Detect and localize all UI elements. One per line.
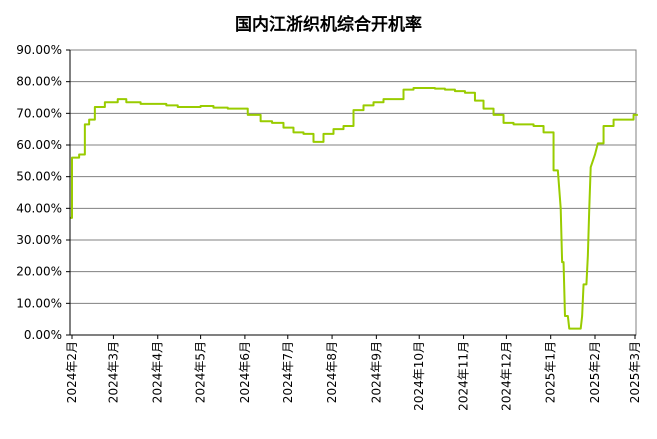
y-tick-label: 10.00%: [16, 296, 62, 310]
x-tick-label: 2024年6月: [238, 341, 252, 403]
x-tick-label: 2024年3月: [106, 341, 120, 403]
x-tick-label: 2025年2月: [588, 341, 602, 403]
plot-frame: [69, 49, 637, 336]
y-tick-label: 0.00%: [24, 328, 62, 342]
y-tick-label: 60.00%: [16, 138, 62, 152]
x-tick-label: 2024年8月: [325, 341, 339, 403]
x-tick-label: 2025年3月: [628, 341, 642, 403]
y-tick-label: 30.00%: [16, 233, 62, 247]
y-tick-label: 50.00%: [16, 170, 62, 184]
x-tick-label: 2024年4月: [151, 341, 165, 403]
y-tick-label: 20.00%: [16, 265, 62, 279]
x-tick-label: 2024年7月: [281, 341, 295, 403]
x-tick-label: 2025年1月: [544, 341, 558, 403]
x-tick-label: 2024年5月: [194, 341, 208, 403]
chart-title: 国内江浙织机综合开机率: [235, 15, 422, 35]
x-tick-label: 2024年10月: [412, 341, 426, 411]
y-tick-label: 40.00%: [16, 201, 62, 215]
series-line: [70, 87, 638, 330]
y-tick-label: 90.00%: [16, 43, 62, 57]
x-tick-label: 2024年11月: [457, 341, 471, 411]
y-tick-label: 70.00%: [16, 106, 62, 120]
x-tick-label: 2024年2月: [65, 341, 79, 403]
x-tick-label: 2024年12月: [499, 341, 513, 411]
y-tick-label: 80.00%: [16, 75, 62, 89]
x-tick-label: 2024年9月: [369, 341, 383, 403]
